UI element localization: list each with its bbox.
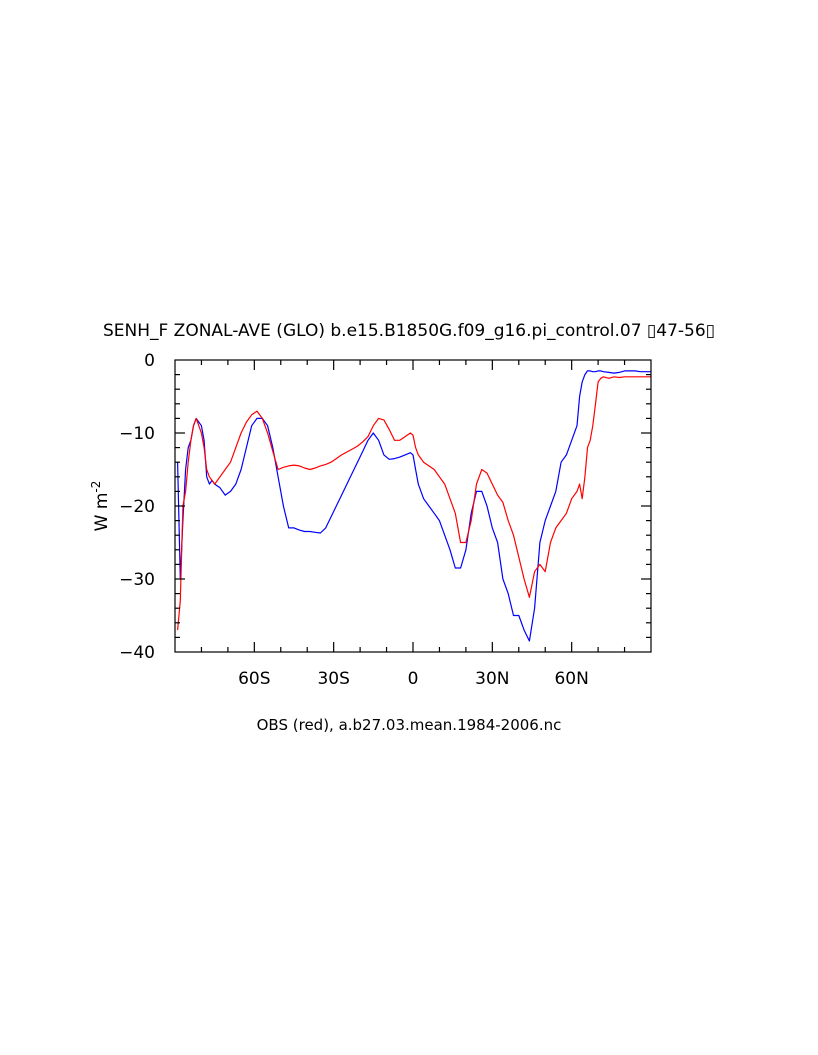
y-tick-label: −20 <box>119 497 155 517</box>
plot-frame <box>174 359 652 653</box>
tick-layer: 60S 30S 0 30N 60N 0 −10 −20 −30 −40 <box>119 351 651 689</box>
y-tick-label: −40 <box>119 643 155 663</box>
y-tick-label: −10 <box>119 424 155 444</box>
x-tick-label: 60S <box>238 669 270 689</box>
series-layer <box>177 370 651 642</box>
x-tick-label: 0 <box>408 669 419 689</box>
model-series-line <box>177 370 651 642</box>
x-tick-label: 60N <box>554 669 588 689</box>
y-axis-label: W m-2 <box>89 481 112 532</box>
y-axis-label-exponent: -2 <box>89 481 103 493</box>
y-axis-label-text: W m <box>92 493 112 532</box>
plot-area: 60S 30S 0 30N 60N 0 −10 −20 −30 −40 <box>119 351 652 689</box>
x-tick-label: 30N <box>475 669 509 689</box>
obs-series-line <box>177 376 651 631</box>
x-tick-label: 30S <box>317 669 349 689</box>
chart-caption: OBS (red), a.b27.03.mean.1984-2006.nc <box>257 716 562 734</box>
y-tick-label: −30 <box>119 570 155 590</box>
y-tick-label: 0 <box>144 351 155 371</box>
chart-title: SENH_F ZONAL-AVE (GLO) b.e15.B1850G.f09_… <box>103 321 715 341</box>
